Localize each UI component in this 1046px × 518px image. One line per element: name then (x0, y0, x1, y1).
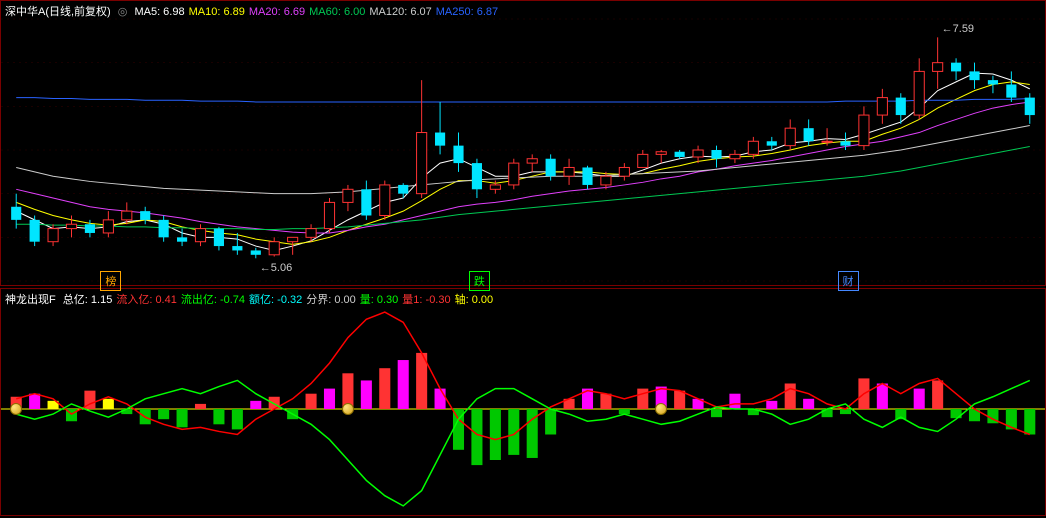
sub-chart-header: 神龙出现F 总亿: 1.15流入亿: 0.41 流出亿: -0.74 额亿: -0.… (5, 291, 501, 307)
candlestick-chart[interactable] (1, 1, 1045, 285)
price-chart-panel: 深中华A(日线,前复权) ◎ MA5: 6.98 MA10: 6.89 MA20: … (0, 0, 1046, 286)
stock-title: 深中华A(日线,前复权) (5, 6, 111, 18)
indicator-legend-item: 分界: 0.00 (306, 294, 356, 306)
price-annotation: ←5.06 (260, 262, 292, 274)
ma-legend-item: MA250: 6.87 (436, 6, 498, 18)
indicator-legend-item: 流入亿: 0.41 (116, 294, 177, 306)
ma-legend-item: MA10: 6.89 (189, 6, 245, 18)
ma-legend-item: MA5: 6.98 (134, 6, 184, 18)
chart-tag: 榜 (100, 271, 121, 291)
indicator-legend-item: 总亿: 1.15 (63, 294, 113, 306)
indicator-title: 神龙出现F (5, 294, 56, 306)
main-chart-header: 深中华A(日线,前复权) ◎ MA5: 6.98 MA10: 6.89 MA20: … (5, 3, 506, 19)
chart-tag: 财 (838, 271, 859, 291)
indicator-legend-item: 量: 0.30 (360, 294, 399, 306)
indicator-chart-panel: 神龙出现F 总亿: 1.15流入亿: 0.41 流出亿: -0.74 额亿: -0.… (0, 288, 1046, 516)
indicator-legend-item: 量1: -0.30 (402, 294, 450, 306)
indicator-legend-item: 额亿: -0.32 (249, 294, 302, 306)
price-annotation: ←7.59 (942, 23, 974, 35)
chart-tag: 跌 (469, 271, 490, 291)
indicator-chart[interactable] (1, 289, 1045, 515)
ma-legend-item: MA20: 6.69 (249, 6, 305, 18)
coin-icon (342, 403, 354, 415)
indicator-legend-item: 轴: 0.00 (455, 294, 494, 306)
ma-legend-item: MA60: 6.00 (309, 6, 365, 18)
refresh-icon[interactable]: ◎ (118, 6, 128, 18)
indicator-legend-item: 流出亿: -0.74 (181, 294, 245, 306)
ma-legend-item: MA120: 6.07 (369, 6, 431, 18)
